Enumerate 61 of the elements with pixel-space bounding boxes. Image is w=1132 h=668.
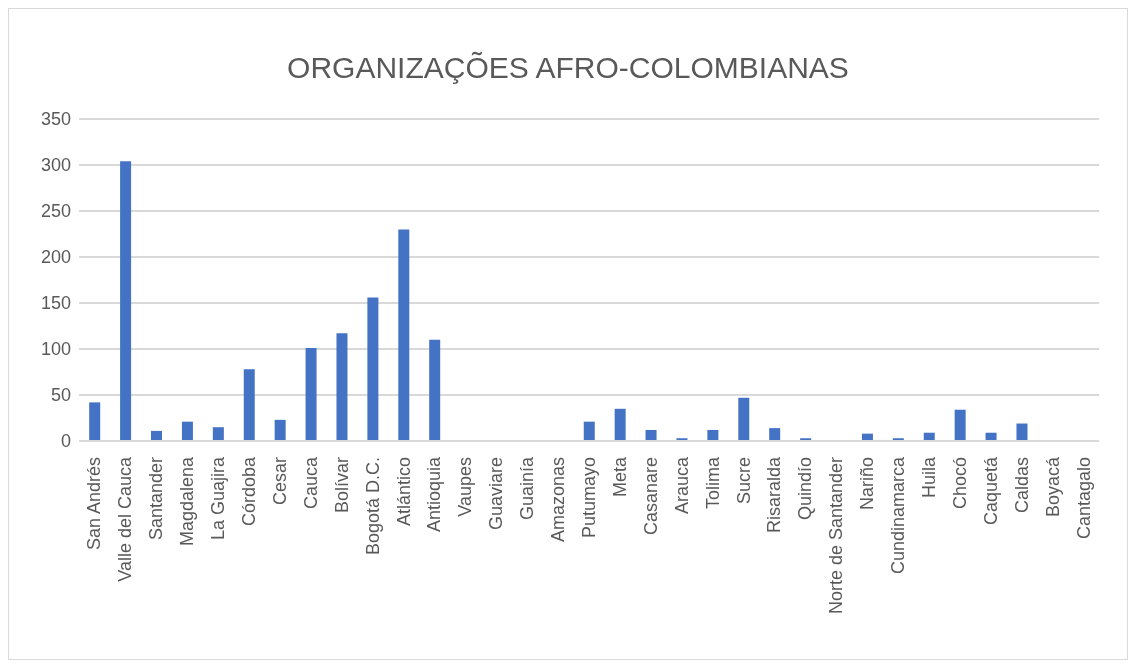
y-tick-label: 100 — [40, 339, 71, 360]
x-tick-label: Sucre — [733, 457, 754, 505]
y-tick-label: 50 — [50, 385, 71, 406]
bar — [1016, 423, 1028, 441]
x-tick-label: San Andrés — [84, 457, 105, 551]
x-tick-label: Boyacá — [1042, 456, 1063, 518]
y-tick-label: 350 — [40, 109, 71, 130]
x-tick-label: Cantagalo — [1073, 457, 1094, 540]
bar — [769, 428, 781, 441]
bar — [954, 409, 966, 441]
x-tick-label: Casanare — [640, 457, 661, 536]
x-tick-label: Atlántico — [393, 457, 414, 527]
x-tick-label: Magdalena — [177, 456, 198, 547]
y-tick-label: 150 — [40, 293, 71, 314]
bar — [738, 397, 750, 441]
x-tick-label: Córdoba — [239, 456, 259, 527]
bar — [336, 333, 348, 441]
chart-title: ORGANIZAÇÕES AFRO-COLOMBIANAS — [286, 50, 850, 86]
bar — [89, 402, 101, 441]
x-tick-label: Caldas — [1011, 457, 1032, 514]
x-tick-label: Guainía — [517, 456, 538, 521]
x-tick-label: Antioquia — [424, 456, 445, 533]
bar — [645, 429, 657, 441]
x-tick-label: Bolívar — [331, 457, 352, 514]
x-tick-label: Chocó — [949, 457, 970, 510]
bar — [212, 427, 224, 441]
bar — [707, 429, 719, 441]
x-tick-label: Guaviare — [486, 457, 507, 531]
x-tick-label: Santander — [146, 457, 167, 541]
x-tick-label: Huila — [919, 456, 939, 499]
x-tick-label: Tolima — [702, 456, 723, 510]
x-tick-label: La Guajira — [208, 456, 229, 541]
x-tick-label: Arauca — [671, 456, 692, 515]
x-tick-label: Nariño — [857, 457, 878, 511]
x-tick-label: Bogotá D.C. — [362, 457, 383, 556]
bar — [367, 297, 379, 441]
x-tick-label: Cesar — [269, 457, 290, 506]
x-tick-label: Vaupes — [455, 457, 476, 517]
x-tick-label: Risaralda — [764, 456, 785, 534]
y-tick-label: 300 — [40, 155, 71, 176]
bar — [305, 348, 317, 441]
x-tick-label: Cauca — [300, 456, 321, 510]
x-tick-label: Cundinamarca — [888, 456, 909, 575]
x-tick-label: Meta — [609, 456, 630, 498]
bar — [583, 421, 595, 441]
x-tick-label: Putumayo — [579, 457, 599, 539]
x-tick-label: Caquetá — [980, 456, 1001, 526]
bar — [243, 369, 255, 441]
y-tick-label: 0 — [60, 431, 71, 452]
bar — [614, 408, 626, 441]
x-tick-label: Valle del Cauca — [115, 456, 136, 582]
y-tick-label: 200 — [40, 247, 71, 268]
bar — [398, 229, 410, 441]
y-tick-label: 250 — [40, 201, 71, 222]
bar — [274, 419, 286, 441]
bar — [429, 339, 441, 441]
bar — [120, 161, 132, 441]
bar — [181, 421, 193, 441]
x-tick-label: Norte de Santander — [826, 457, 847, 615]
x-tick-label: Amazonas — [548, 457, 569, 543]
x-tick-label: Quindío — [795, 457, 816, 521]
